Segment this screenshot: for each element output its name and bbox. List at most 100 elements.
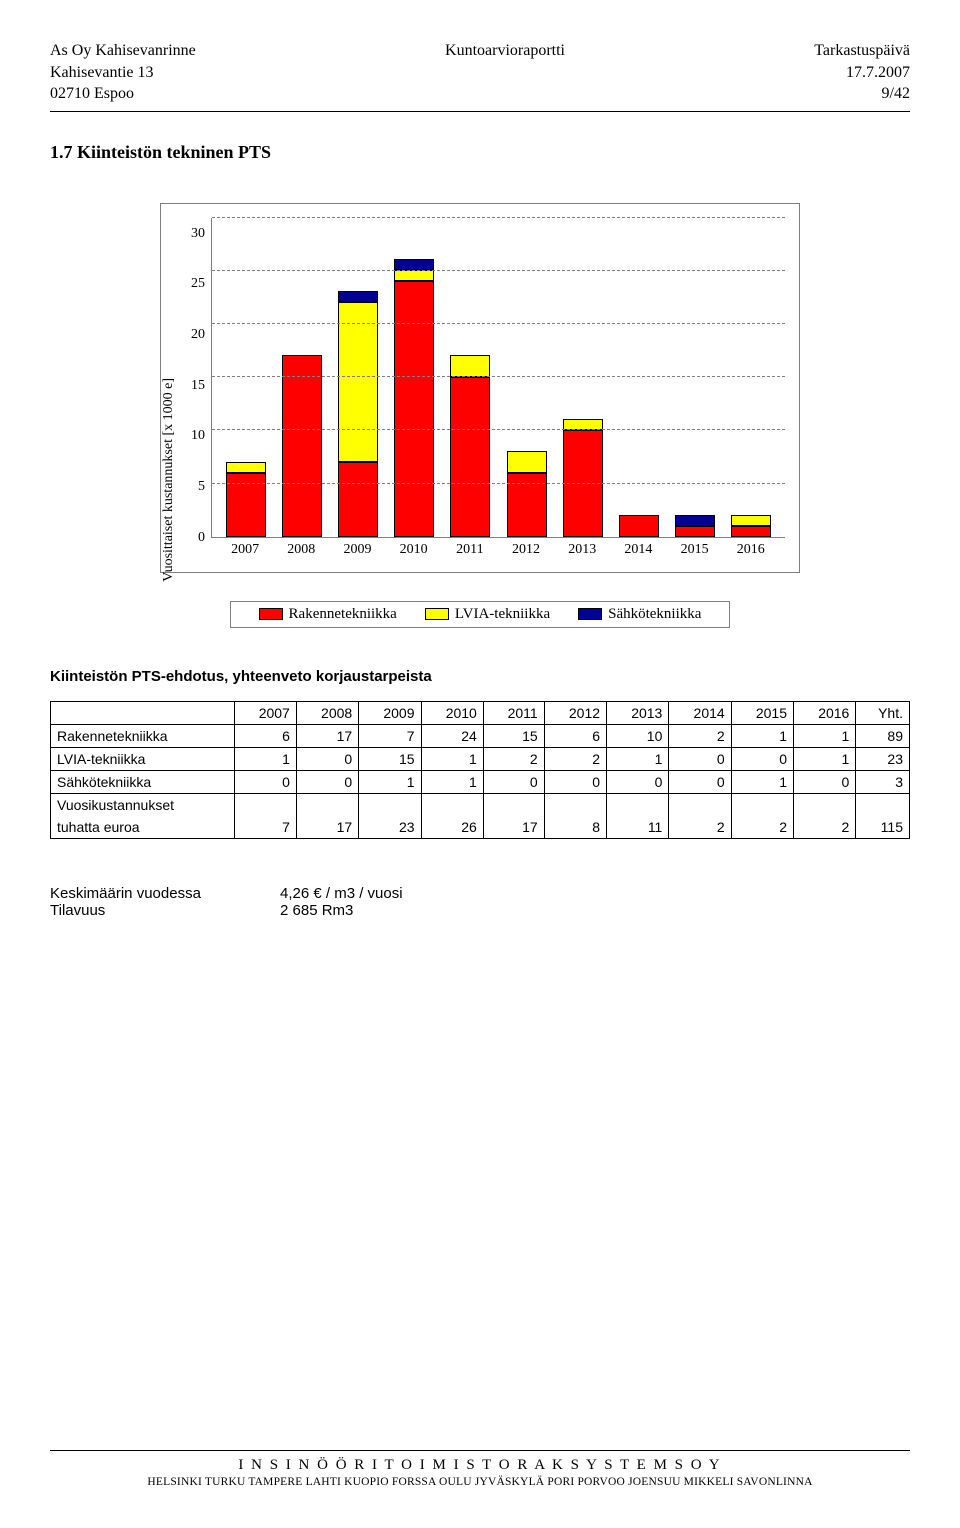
footer-rule xyxy=(50,1450,910,1451)
header-rule xyxy=(50,111,910,112)
legend-item: Rakennetekniikka xyxy=(259,606,397,623)
table-col-header: 2008 xyxy=(296,701,358,724)
header-center: Kuntoarvioraportti xyxy=(445,40,565,105)
table-cell: 1 xyxy=(607,747,669,770)
total-cell: 8 xyxy=(544,816,606,839)
total-cell: 26 xyxy=(421,816,483,839)
chart-frame: Vuosittaiset kustannukset [x 1000 e] 302… xyxy=(160,203,800,573)
bar-segment xyxy=(450,377,490,537)
table-col-header: 2015 xyxy=(731,701,793,724)
table-col-header: 2014 xyxy=(669,701,731,724)
table-cell: 10 xyxy=(607,724,669,747)
total-label-line2: tuhatta euroa xyxy=(51,816,235,839)
total-cell: 2 xyxy=(794,816,856,839)
table-cell: 0 xyxy=(794,770,856,793)
bar-column xyxy=(563,419,603,536)
table-cell-empty xyxy=(794,793,856,816)
table-title: Kiinteistön PTS-ehdotus, yhteenveto korj… xyxy=(50,668,910,685)
pts-table: 2007200820092010201120122013201420152016… xyxy=(50,701,910,839)
table-cell: 1 xyxy=(421,747,483,770)
bar-segment xyxy=(226,462,266,473)
legend-label: Rakennetekniikka xyxy=(289,606,397,623)
table-cell: 0 xyxy=(483,770,544,793)
gridline xyxy=(212,483,785,484)
total-cell: 17 xyxy=(483,816,544,839)
total-cell: 11 xyxy=(607,816,669,839)
table-cell-empty xyxy=(544,793,606,816)
table-col-header: 2016 xyxy=(794,701,856,724)
table-cell-empty xyxy=(421,793,483,816)
y-tick: 5 xyxy=(175,479,205,495)
table-col-header: 2012 xyxy=(544,701,606,724)
table-col-header: 2011 xyxy=(483,701,544,724)
x-tick: 2014 xyxy=(618,542,658,558)
legend-swatch xyxy=(578,608,602,620)
y-tick: 0 xyxy=(175,530,205,546)
table-cell: 0 xyxy=(296,770,358,793)
bar-segment xyxy=(338,302,378,462)
table-cell: 1 xyxy=(794,747,856,770)
x-tick: 2009 xyxy=(337,542,377,558)
gridline xyxy=(212,429,785,430)
table-cell: 17 xyxy=(296,724,358,747)
total-cell: 2 xyxy=(669,816,731,839)
bar-segment xyxy=(450,355,490,376)
footer-line1: I N S I N Ö Ö R I T O I M I S T O R A K … xyxy=(50,1457,910,1474)
bar-column xyxy=(507,451,547,536)
x-tick: 2016 xyxy=(731,542,771,558)
gridline xyxy=(212,323,785,324)
x-tick: 2015 xyxy=(675,542,715,558)
table-cell: 89 xyxy=(856,724,910,747)
section-title: 1.7 Kiinteistön tekninen PTS xyxy=(50,142,910,163)
legend-label: LVIA-tekniikka xyxy=(455,606,550,623)
table-cell: 0 xyxy=(669,747,731,770)
bar-segment xyxy=(675,515,715,526)
x-axis-labels: 2007200820092010201120122013201420152016 xyxy=(211,538,785,558)
bar-segment xyxy=(507,451,547,472)
page-footer: I N S I N Ö Ö R I T O I M I S T O R A K … xyxy=(50,1450,910,1488)
bar-column xyxy=(226,462,266,537)
gridline xyxy=(212,270,785,271)
table-cell: 0 xyxy=(731,747,793,770)
bar-column xyxy=(282,355,322,536)
page-header: As Oy Kahisevanrinne Kahisevantie 13 027… xyxy=(50,40,910,105)
summary-key: Tilavuus xyxy=(50,902,280,919)
table-row-label: Rakennetekniikka xyxy=(51,724,235,747)
bar-column xyxy=(450,355,490,536)
table-cell: 0 xyxy=(296,747,358,770)
footer-line2: HELSINKI TURKU TAMPERE LAHTI KUOPIO FORS… xyxy=(50,1476,910,1488)
table-cell-empty xyxy=(856,793,910,816)
x-tick: 2011 xyxy=(450,542,490,558)
table-cell: 0 xyxy=(544,770,606,793)
chart-legend: RakennetekniikkaLVIA-tekniikkaSähkötekni… xyxy=(230,601,730,628)
total-cell: 115 xyxy=(856,816,910,839)
table-cell: 1 xyxy=(234,747,296,770)
x-tick: 2010 xyxy=(394,542,434,558)
legend-swatch xyxy=(259,608,283,620)
table-cell: 0 xyxy=(669,770,731,793)
table-cell: 0 xyxy=(234,770,296,793)
table-cell-empty xyxy=(607,793,669,816)
x-tick: 2012 xyxy=(506,542,546,558)
bar-column xyxy=(731,515,771,536)
bar-segment xyxy=(338,291,378,302)
bars-container xyxy=(212,218,785,537)
table-cell: 15 xyxy=(483,724,544,747)
table-cell-empty xyxy=(483,793,544,816)
gridline xyxy=(212,217,785,218)
bar-column xyxy=(338,291,378,536)
table-cell: 0 xyxy=(607,770,669,793)
table-cell: 1 xyxy=(731,724,793,747)
legend-swatch xyxy=(425,608,449,620)
y-tick: 30 xyxy=(175,226,205,242)
chart-area: Vuosittaiset kustannukset [x 1000 e] 302… xyxy=(175,218,785,538)
table-cell: 1 xyxy=(794,724,856,747)
table-col-header: 2007 xyxy=(234,701,296,724)
bar-segment xyxy=(282,355,322,536)
x-tick: 2008 xyxy=(281,542,321,558)
bar-column xyxy=(675,515,715,536)
plot-area xyxy=(211,218,785,538)
summary-value: 4,26 € / m3 / vuosi xyxy=(280,885,403,902)
total-cell: 23 xyxy=(359,816,421,839)
table-cell: 15 xyxy=(359,747,421,770)
